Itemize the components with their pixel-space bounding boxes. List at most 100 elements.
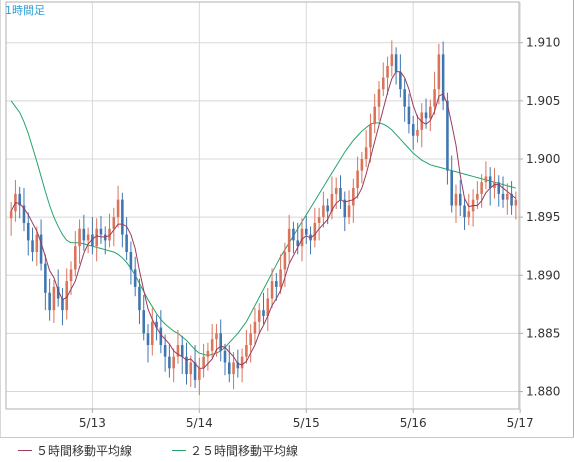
candle-body-up [386,65,389,78]
y-tick-label: 1.905 [526,94,560,108]
candle-body-down [91,234,94,247]
axis-layer: 1.880 1.885 1.890 1.895 1.900 1.905 1.910 5/13 5… [0,0,574,437]
y-tick-label: 1.895 [526,210,560,224]
candle-body-down [458,193,462,206]
candle-body-up [330,193,334,212]
candle-body-down [56,286,60,299]
candle-body-down [304,228,308,235]
candle-body-up [480,182,483,194]
candle-body-up [390,54,394,66]
ma25-layer [10,100,516,357]
candle-body-up [381,77,385,90]
candle-body-down [103,234,107,241]
candle-body-up [377,89,381,107]
candle-body-up [74,246,77,270]
candle-body-down [180,345,184,357]
candle-body-down [223,350,227,363]
candle-body-up [232,362,235,375]
candle-body-up [112,217,116,229]
candle-body-down [424,112,428,119]
candle-body-up [78,228,81,247]
candle-body-down [146,333,150,346]
candle-body-up [313,222,317,241]
candle-body-down [262,310,265,316]
candle-body-up [65,281,69,311]
candle-body-down [82,228,86,241]
candle-body-up [317,217,321,223]
candle-body-down [193,362,197,380]
candle-body-up [322,205,325,218]
candle-body-down [510,193,513,206]
candle-body-up [52,286,56,311]
candle-body-up [257,310,261,322]
candle-body-down [450,170,453,206]
candle-body-up [352,188,355,206]
candle-body-up [69,269,73,282]
candle-body-up [287,228,291,253]
candlestick-chart: 1.880 1.885 1.890 1.895 1.900 1.905 1.910 5/13 5… [0,0,574,437]
candle-body-up [253,321,257,334]
candle-body-up [86,234,90,241]
legend-label-ma5: ５時間移動平均線 [36,444,133,458]
ma5-layer [10,71,517,369]
candle-body-down [292,228,295,241]
candle-body-up [95,228,98,247]
candle-body-down [155,321,158,328]
candle-body-up [514,199,518,206]
plot-border [5,1,520,410]
candle-body-up [176,345,180,357]
candle-body-down [403,89,406,107]
candle-body-down [121,199,124,235]
candle-body-down [163,345,167,357]
candle-body-up [151,321,154,346]
candle-body-up [356,170,359,189]
candle-body-down [463,205,466,218]
candle-body-down [411,124,415,136]
candle-body-up [437,54,441,90]
candle-body-down [31,240,34,253]
candle-body-up [467,211,471,218]
candle-body-up [364,147,368,159]
candle-body-down [18,193,21,206]
y-tick-label: 1.910 [526,36,560,50]
legend-item-ma25: ２５時間移動平均線 [172,442,298,459]
candle-body-up [270,281,274,299]
candle-body-down [488,176,492,189]
legend: ５時間移動平均線 ２５時間移動平均線 [0,437,574,462]
candle-body-up [484,176,488,183]
chart-frame: 1.880 1.885 1.890 1.895 1.900 1.905 1.910 5/13 5… [0,0,574,437]
candle-body-down [296,240,300,247]
x-tick-label: 5/13 [79,416,106,430]
y-tick-label: 1.890 [526,268,560,282]
y-tick-label: 1.900 [526,152,560,166]
candle-body-down [22,205,26,223]
candle-body-down [236,362,240,369]
candle-body-down [497,182,501,194]
legend-swatch-ma25 [172,450,186,451]
candle-body-down [446,100,449,171]
grid-layer [6,2,521,409]
candle-body-down [185,356,188,375]
candle-body-up [433,89,436,107]
candle-body-up [108,228,111,241]
candle-body-down [48,292,51,311]
legend-item-ma5: ５時間移動平均線 [18,442,132,459]
candle-body-down [275,281,278,287]
candle-body-up [300,228,304,247]
ma5-line [10,71,517,369]
y-tick-label: 1.880 [526,385,560,399]
x-tick-label: 5/16 [400,416,427,430]
candle-body-down [44,263,47,293]
candle-body-up [202,356,205,369]
y-tick-label: 1.885 [526,326,560,340]
legend-label-ma25: ２５時間移動平均線 [190,444,299,458]
candle-body-down [26,222,30,241]
candle-body-down [168,356,171,369]
candle-body-up [279,269,282,287]
candle-body-down [407,106,411,125]
candle-body-up [506,193,509,200]
x-tick-label: 5/17 [507,416,534,430]
x-tick-label: 5/14 [186,416,213,430]
candle-body-up [283,252,287,270]
candle-body-up [9,211,13,219]
